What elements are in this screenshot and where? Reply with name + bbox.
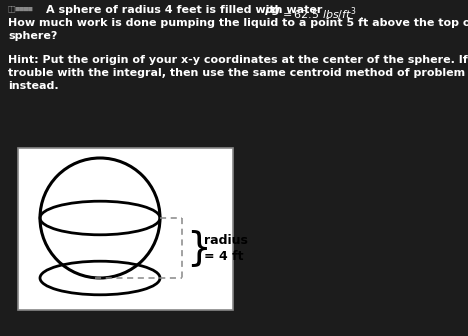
Text: Hint: Put the origin of your x-y coordinates at the center of the sphere. If you: Hint: Put the origin of your x-y coordin… xyxy=(8,55,468,65)
Text: $= 62.5\ \mathit{lbs/ft}^3$ .: $= 62.5\ \mathit{lbs/ft}^3$ . xyxy=(280,5,364,23)
Text: }: } xyxy=(186,229,211,267)
FancyBboxPatch shape xyxy=(18,148,233,310)
Text: ①②■■■■: ①②■■■■ xyxy=(8,5,34,12)
Text: instead.: instead. xyxy=(8,81,58,91)
Text: How much work is done pumping the liquid to a point 5 ft above the top of the: How much work is done pumping the liquid… xyxy=(8,18,468,28)
Text: $\bfit{\rho g}$: $\bfit{\rho g}$ xyxy=(264,5,282,17)
Text: sphere?: sphere? xyxy=(8,31,58,41)
Text: radius: radius xyxy=(204,235,248,248)
Text: trouble with the integral, then use the same centroid method of problem #9: trouble with the integral, then use the … xyxy=(8,68,468,78)
Text: A sphere of radius 4 feet is filled with water: A sphere of radius 4 feet is filled with… xyxy=(46,5,326,15)
Text: = 4 ft: = 4 ft xyxy=(204,251,243,263)
